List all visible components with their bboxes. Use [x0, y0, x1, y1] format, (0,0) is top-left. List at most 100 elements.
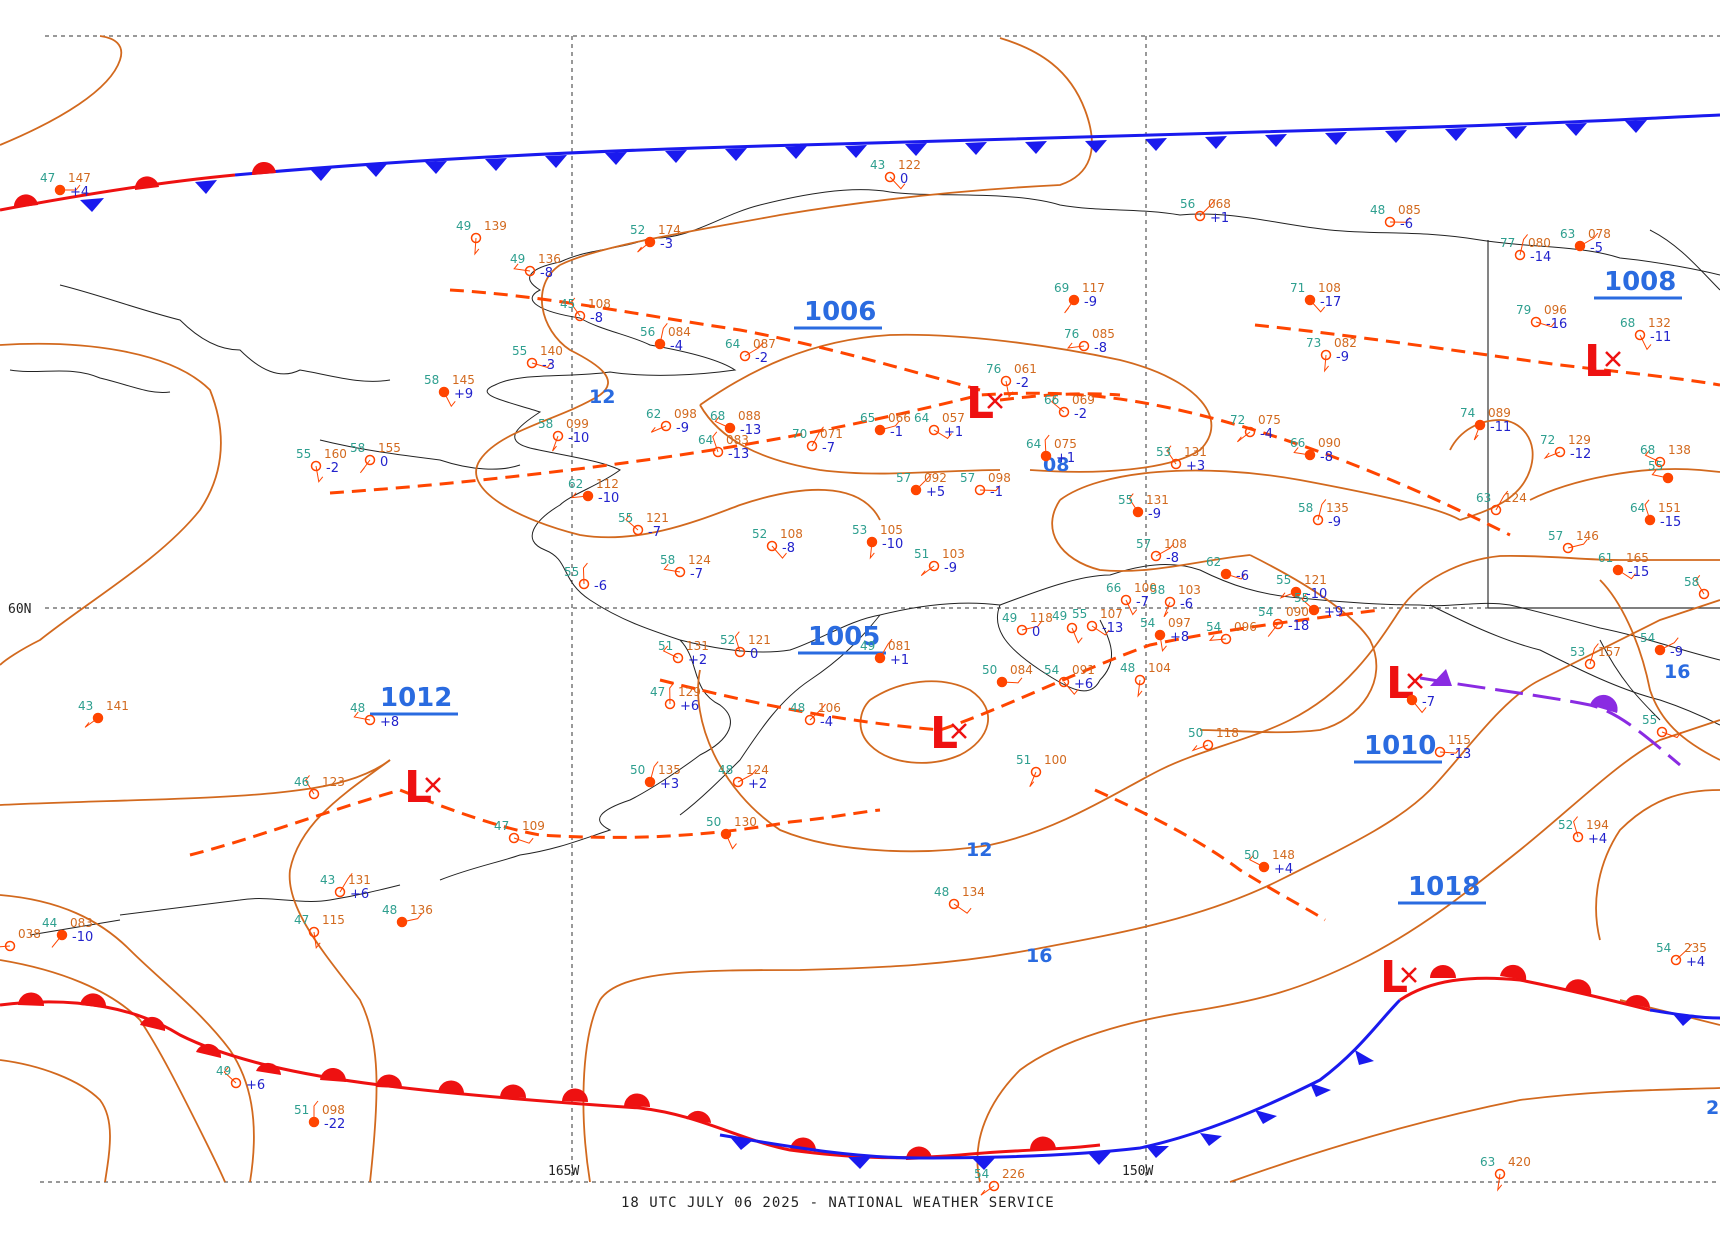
station-pressure: 118: [1030, 611, 1053, 625]
station-plot: 58: [1684, 574, 1710, 600]
station-pressure: 136: [538, 252, 561, 266]
wind-barb: [359, 459, 371, 474]
wind-barb: [771, 545, 787, 559]
station-pressure: 105: [880, 523, 903, 537]
station-plot: 48 085-6: [1370, 203, 1421, 232]
troughs: [189, 288, 1720, 922]
wind-barb: [879, 420, 900, 431]
wind-barb: [443, 391, 456, 408]
wind-barb: [1071, 627, 1083, 644]
station-temperature: 62: [646, 407, 661, 421]
wind-barb: [1051, 396, 1065, 413]
station-plot: 48 136: [382, 903, 433, 928]
station-temperature: 49: [456, 219, 471, 233]
station-pressure: 098: [988, 471, 1011, 485]
station-temperature: 64: [914, 411, 929, 425]
station-plot: 115-13: [1434, 733, 1471, 762]
station-plot: 49 081+1: [860, 638, 911, 668]
station-temperature: 58: [424, 373, 439, 387]
station-temperature: 49: [860, 639, 875, 653]
wind-barb: [401, 913, 423, 923]
station-pressure-tendency: -9: [1148, 507, 1161, 522]
station-plot: 54 090-18: [1258, 605, 1309, 637]
wind-barb: [1225, 573, 1246, 580]
station-plot: 49 139: [456, 219, 507, 256]
station-plot: 47 109: [494, 819, 545, 844]
wind-barb: [1191, 744, 1209, 752]
station-pressure-tendency: -10: [72, 930, 93, 945]
station-pressure-tendency: +1: [890, 653, 909, 668]
station-circle: [1584, 658, 1596, 670]
station-circle: [1150, 550, 1162, 562]
station-temperature: 54: [1206, 620, 1221, 634]
station-temperature: 57: [1548, 529, 1563, 543]
station-pressure: 103: [942, 547, 965, 561]
station-circle: [1654, 456, 1666, 468]
station-pressure: 147: [68, 171, 91, 185]
wind-barb: [531, 362, 552, 368]
station-pressure: 148: [1272, 848, 1295, 862]
station-plot: 66 100-7: [1106, 581, 1157, 616]
station-pressure-tendency: -9: [944, 561, 957, 576]
east-warm-front: [1399, 976, 1651, 1012]
wind-barb: [869, 541, 875, 560]
station-plot: 68 138: [1640, 443, 1691, 468]
wind-barb: [1021, 621, 1042, 631]
station-plot: 58 099-10: [538, 417, 589, 452]
station-plot: 48 106-4: [790, 701, 841, 730]
southern-cold-front: [719, 998, 1402, 1160]
station-plot: 50 084: [982, 663, 1033, 688]
station-pressure: 155: [378, 441, 401, 455]
station-temperature: 50: [630, 763, 645, 777]
wind-barb: [1063, 681, 1079, 696]
station-circle: [1656, 726, 1668, 738]
station-temperature: 69: [1054, 281, 1069, 295]
station-pressure-tendency: +1: [1056, 451, 1075, 466]
station-pressure: 157: [1598, 645, 1621, 659]
station-pressure-tendency: -7: [648, 525, 661, 540]
station-pressure-tendency: +8: [380, 715, 399, 730]
station-plot: 68 088-13: [710, 409, 761, 438]
station-pressure: 098: [322, 1103, 345, 1117]
station-plot: 54 226: [974, 1167, 1025, 1196]
station-plot: 50 135+3: [630, 761, 681, 792]
wind-barb: [570, 297, 581, 317]
station-temperature: 48: [382, 903, 397, 917]
station-pressure: 129: [678, 685, 701, 699]
station-pressure: 106: [818, 701, 841, 715]
station-pressure-tendency: -13: [1102, 621, 1123, 636]
station-pressure: 124: [1504, 491, 1527, 505]
station-pressure: 115: [1448, 733, 1471, 747]
wind-barb: [659, 323, 668, 345]
wind-barb: [1567, 538, 1588, 549]
wind-barb: [737, 769, 757, 783]
wind-barb: [570, 492, 589, 499]
low-symbol: L: [404, 762, 432, 813]
wind-barb: [60, 184, 81, 191]
station-plot: 55: [1642, 713, 1682, 739]
station-temperature: 68: [1640, 443, 1655, 457]
station-circle: [1078, 340, 1090, 352]
station-pressure-tendency: -7: [690, 567, 703, 582]
station-temperature: 55: [296, 447, 311, 461]
station-circle: [1000, 375, 1012, 387]
lat-lon-grid: [40, 35, 1720, 1183]
isobar-value: 2: [1706, 1097, 1719, 1119]
station-circle: [230, 1077, 242, 1089]
station-plot: -7: [1406, 694, 1435, 714]
cold-front-teeth-north: [80, 120, 1647, 212]
station-plot: 49: [1052, 609, 1083, 644]
station-plot: 62 098-9: [646, 407, 697, 436]
station-pressure-tendency: -9: [1670, 645, 1683, 660]
station-pressure-tendency: -2: [1016, 376, 1029, 391]
station-temperature: 53: [852, 523, 867, 537]
station-pressure: 085: [1092, 327, 1115, 341]
station-pressure: 090: [1318, 436, 1341, 450]
station-pressure-tendency: -11: [1490, 420, 1511, 435]
station-pressure: 136: [410, 903, 433, 917]
wind-barb: [1128, 493, 1139, 513]
station-temperature: 54: [974, 1167, 989, 1181]
wind-barb: [889, 176, 906, 190]
station-pressure-tendency: -3: [660, 237, 673, 252]
